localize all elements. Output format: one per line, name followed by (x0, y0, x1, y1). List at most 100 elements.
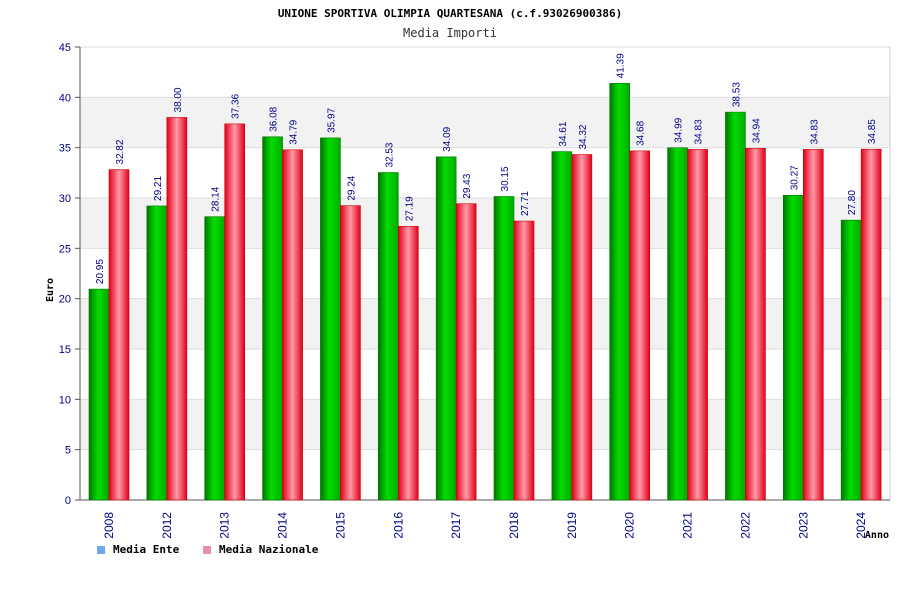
data-label: 37.36 (231, 93, 242, 118)
data-label: 32.53 (384, 142, 395, 167)
y-tick-label: 15 (59, 344, 71, 356)
plot-band (80, 449, 890, 500)
data-label: 27.80 (847, 190, 858, 215)
x-tick-label: 2013 (218, 512, 232, 539)
x-tick-label: 2015 (333, 512, 347, 539)
data-label: 34.94 (751, 118, 762, 143)
data-label: 38.00 (173, 87, 184, 112)
bar-media-nazionale-2023 (802, 149, 824, 501)
y-tick-label: 25 (59, 243, 71, 255)
bar-media-nazionale-2019 (571, 154, 593, 501)
data-label: 29.43 (462, 173, 473, 198)
bar-media-ente-2022 (725, 111, 746, 501)
plot-band (80, 147, 890, 198)
data-label: 38.53 (731, 82, 742, 107)
plot-band (80, 97, 890, 148)
data-label: 28.14 (211, 186, 222, 211)
y-tick-label: 40 (59, 92, 71, 104)
x-tick-label: 2018 (507, 512, 521, 539)
data-label: 34.79 (289, 119, 300, 144)
data-label: 34.83 (694, 119, 705, 144)
data-label: 34.83 (809, 119, 820, 144)
y-tick-label: 5 (65, 445, 71, 457)
plot-area (79, 46, 891, 501)
bars (88, 83, 882, 501)
legend-swatch-media-nazionale (203, 546, 211, 554)
x-axis-label: Anno (865, 530, 889, 541)
x-axis-ticks: 2008 2012 2013 2014 2015 2016 2017 2018 2019 2020… (102, 512, 868, 539)
x-tick-label: 2023 (796, 512, 810, 539)
x-tick-label: 2020 (623, 512, 637, 539)
data-label: 34.99 (674, 117, 685, 142)
data-label: 36.08 (269, 106, 280, 131)
bar-media-ente-2020 (609, 83, 631, 501)
x-tick-label: 2021 (681, 512, 695, 539)
y-tick-label: 30 (59, 193, 71, 205)
plot-band (80, 198, 890, 249)
bar-media-nazionale-2016 (397, 225, 419, 501)
data-label: 30.15 (500, 166, 511, 191)
bar-media-nazionale-2024 (860, 148, 882, 501)
chart-title: UNIONE SPORTIVA OLIMPIA QUARTESANA (c.f.… (278, 7, 622, 20)
plot-band (80, 248, 890, 299)
data-label: 32.82 (115, 139, 126, 164)
data-label: 34.32 (578, 124, 589, 149)
data-label: 35.97 (326, 107, 337, 132)
bar-media-ente-2015 (320, 137, 341, 501)
data-labels: 20.95 32.82 29.21 38.00 28.14 37.36 36.08 34.79… (95, 53, 878, 284)
bar-media-nazionale-2022 (745, 147, 766, 501)
bar-media-nazionale-2008 (108, 169, 130, 501)
data-label: 20.95 (95, 259, 106, 284)
y-axis-label: Euro (45, 278, 56, 302)
plot-band (80, 47, 890, 98)
bar-media-nazionale-2013 (224, 123, 246, 501)
legend-label-media-nazionale: Media Nazionale (219, 543, 319, 556)
bar-media-nazionale-2017 (455, 203, 477, 501)
y-tick-label: 35 (59, 143, 71, 155)
bar-media-nazionale-2018 (513, 220, 535, 501)
x-tick-label: 2022 (738, 512, 752, 539)
bar-media-ente-2014 (262, 136, 283, 501)
bar-media-ente-2012 (146, 205, 168, 501)
data-label: 29.21 (153, 175, 164, 200)
x-tick-label: 2019 (565, 512, 579, 539)
bar-media-nazionale-2014 (282, 149, 303, 501)
y-tick-label: 45 (59, 42, 71, 54)
x-tick-label: 2012 (160, 512, 174, 539)
x-tick-label: 2017 (449, 512, 463, 539)
bar-media-ente-2016 (377, 172, 399, 501)
legend-swatch-media-ente (97, 546, 105, 554)
x-tick-label: 2016 (391, 512, 405, 539)
bar-media-ente-2017 (435, 156, 457, 501)
legend: Media Ente Media Nazionale (97, 543, 319, 556)
bar-media-ente-2024 (840, 219, 862, 501)
chart-subtitle: Media Importi (403, 26, 497, 40)
data-label: 41.39 (616, 53, 627, 78)
x-tick-label: 2008 (102, 512, 116, 539)
x-tick-label: 2024 (854, 512, 868, 539)
data-label: 34.09 (442, 126, 453, 151)
data-label: 27.71 (520, 191, 531, 216)
legend-label-media-ente: Media Ente (113, 543, 180, 556)
data-label: 29.24 (346, 175, 357, 200)
bar-media-ente-2021 (667, 147, 688, 501)
data-label: 27.19 (404, 196, 415, 221)
x-tick-label: 2014 (276, 512, 290, 539)
plot-band (80, 349, 890, 400)
data-label: 34.68 (636, 120, 647, 145)
plot-band (80, 298, 890, 349)
y-tick-label: 10 (59, 394, 71, 406)
bar-media-ente-2008 (88, 288, 110, 501)
bar-media-ente-2018 (493, 196, 515, 501)
y-tick-label: 0 (65, 495, 71, 507)
y-tick-label: 20 (59, 294, 71, 306)
bar-media-ente-2013 (204, 216, 226, 501)
bar-media-ente-2023 (782, 194, 804, 501)
bar-media-nazionale-2012 (166, 117, 188, 501)
bar-media-nazionale-2015 (340, 205, 361, 501)
plot-band (80, 399, 890, 450)
bar-media-nazionale-2021 (687, 149, 708, 501)
bar-media-ente-2019 (551, 151, 573, 501)
data-label: 34.61 (558, 121, 569, 146)
